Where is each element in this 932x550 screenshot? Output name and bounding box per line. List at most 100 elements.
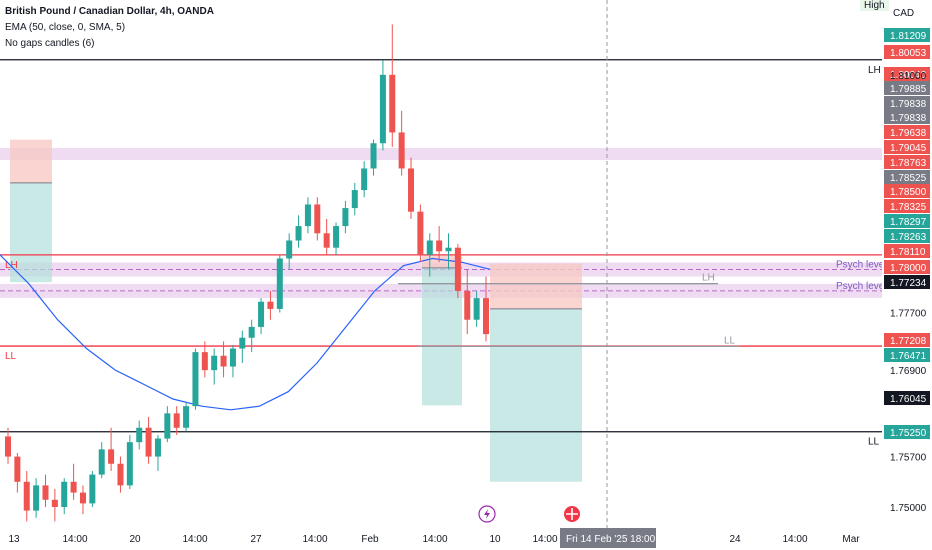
candle-body	[61, 481, 68, 507]
price-tag	[884, 140, 930, 154]
candle-body	[51, 499, 58, 507]
candles	[5, 24, 489, 522]
time-axis[interactable]	[0, 530, 882, 550]
candle-body	[323, 233, 330, 248]
y-tick-label: 1.76900	[890, 366, 927, 377]
candle-body	[426, 240, 433, 255]
candle-body	[333, 226, 340, 248]
price-tag	[884, 425, 930, 439]
price-tag	[884, 110, 930, 124]
price-tag-label: 1.78110	[890, 247, 926, 258]
candle-body	[464, 290, 471, 320]
svg-text:Fri 14 Feb '25 18:00: Fri 14 Feb '25 18:00	[566, 534, 656, 545]
price-tag-label: 1.78000	[890, 263, 927, 274]
price-tag-label: 1.81209	[890, 31, 927, 42]
candle-body	[117, 463, 124, 486]
price-tag-label: 1.78763	[890, 158, 927, 169]
candle-body	[42, 485, 49, 500]
price-tag	[884, 184, 930, 198]
level-label: LH	[5, 260, 18, 271]
y-tick-label: 1.77700	[890, 309, 927, 320]
price-tag	[884, 333, 930, 347]
x-tick-label: 10	[489, 534, 501, 545]
event-icons	[478, 505, 580, 523]
price-tag	[884, 155, 930, 169]
price-tag-label: 1.75250	[890, 428, 927, 439]
candle-body	[258, 301, 265, 327]
candle-body	[361, 168, 368, 191]
candle-body	[408, 168, 415, 212]
stop-zone	[10, 139, 52, 183]
candle-body	[192, 352, 199, 407]
price-tag	[884, 45, 930, 59]
candle-body	[126, 442, 133, 486]
price-tag	[884, 214, 930, 228]
currency-label[interactable]: CAD	[893, 8, 915, 19]
candle-body	[108, 449, 115, 464]
segment-label: LH	[702, 273, 715, 284]
crosshair-time-label: Fri 14 Feb '25 18:00	[560, 528, 656, 548]
price-tag	[884, 125, 930, 139]
price-tag	[884, 391, 930, 405]
x-tick-label: 27	[250, 534, 262, 545]
price-tag-label: 1.79838	[890, 99, 927, 110]
no-gaps-legend[interactable]: No gaps candles (6)	[5, 38, 95, 49]
candle-body	[454, 247, 461, 291]
price-tag-label: 1.78325	[890, 202, 927, 213]
y-tick-label: 1.81000	[890, 71, 927, 82]
price-tag	[884, 275, 930, 289]
candle-body	[351, 190, 358, 209]
x-tick-label: 14:00	[182, 534, 207, 545]
candle-body	[239, 337, 246, 349]
candle-body	[286, 240, 293, 259]
candle-body	[389, 74, 396, 133]
candle-body	[445, 247, 452, 252]
price-tag	[884, 244, 930, 258]
target-zone	[490, 308, 582, 482]
price-tag	[884, 170, 930, 184]
candle-body	[183, 406, 190, 428]
price-tag-label: 1.76471	[890, 351, 927, 362]
price-tag-label: 1.76045	[890, 394, 927, 405]
candle-body	[304, 204, 311, 227]
target-zone	[10, 182, 52, 283]
segment-label: LL	[724, 335, 736, 346]
candle-body	[276, 258, 283, 309]
price-tag-label: 1.78525	[890, 173, 927, 184]
price-tag	[884, 348, 930, 362]
psych-level-bands: Psych level Psych level	[0, 148, 887, 298]
candle-body	[145, 427, 152, 457]
price-tag-label: 1.79838	[890, 113, 927, 124]
price-tag-label: 1.77234	[890, 278, 927, 289]
psych-label: Psych level	[836, 281, 887, 292]
x-tick-label: 20	[129, 534, 141, 545]
price-tag-label: 1.78500	[890, 187, 927, 198]
price-tag-label: 1.80053	[890, 48, 927, 59]
candle-body	[436, 240, 443, 252]
level-label: LL	[5, 351, 17, 362]
price-tag	[884, 81, 930, 95]
high-label: High	[860, 0, 889, 11]
price-tag-label: 1.78297	[890, 217, 927, 228]
price-tag	[884, 229, 930, 243]
candle-body	[398, 132, 405, 169]
chart-title: British Pound / Canadian Dollar, 4h, OAN…	[5, 6, 214, 17]
candle-body	[33, 485, 40, 511]
y-ticks: 1.81000 1.77700 1.76900 1.75700 1.75000	[890, 71, 927, 514]
price-tag-label: 1.78263	[890, 232, 927, 243]
x-ticks: 13 14:00 20 14:00 27 14:00 Feb 14:00 10 14:00 24 14…	[8, 534, 860, 545]
ema-legend[interactable]: EMA (50, close, 0, SMA, 5)	[5, 22, 126, 33]
x-tick-label: Mar	[842, 534, 860, 545]
candle-body	[417, 211, 424, 255]
price-tag	[884, 260, 930, 274]
x-tick-label: 14:00	[782, 534, 807, 545]
trade-boxes	[10, 139, 582, 482]
candle-body	[342, 208, 349, 227]
stop-zone	[490, 263, 582, 309]
candle-body	[154, 438, 161, 457]
candle-body	[164, 413, 171, 439]
price-tag-label: 1.79885	[890, 84, 927, 95]
x-tick-label: 14:00	[62, 534, 87, 545]
level-label: LH	[868, 65, 881, 76]
